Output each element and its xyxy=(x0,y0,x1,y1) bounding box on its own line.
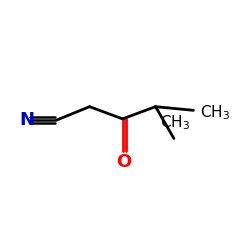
Text: O: O xyxy=(116,153,132,171)
Text: CH$_3$: CH$_3$ xyxy=(160,114,190,132)
Text: N: N xyxy=(20,111,35,129)
Text: CH$_3$: CH$_3$ xyxy=(200,104,230,122)
